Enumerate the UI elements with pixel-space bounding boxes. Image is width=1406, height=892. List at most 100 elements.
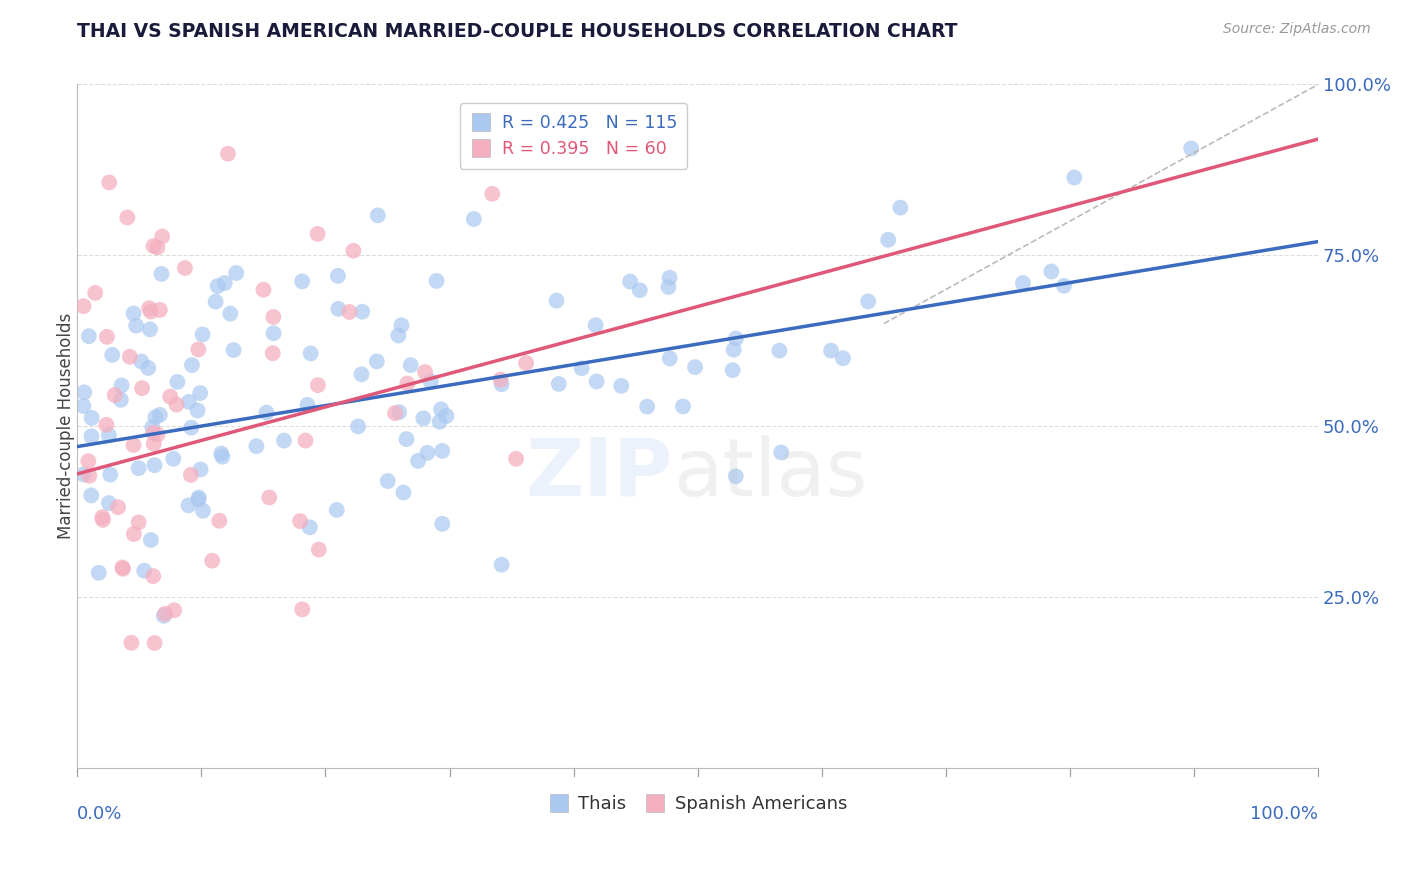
Point	[307, 227, 329, 241]
Point	[131, 381, 153, 395]
Point	[98, 176, 121, 190]
Point	[134, 564, 156, 578]
Point	[84, 285, 107, 300]
Point	[143, 636, 166, 650]
Point	[142, 436, 165, 450]
Point	[1180, 141, 1202, 155]
Point	[399, 358, 422, 372]
Point	[392, 485, 415, 500]
Point	[187, 403, 209, 417]
Point	[326, 268, 349, 283]
Point	[72, 299, 94, 313]
Point	[768, 343, 790, 358]
Point	[377, 474, 399, 488]
Point	[191, 504, 214, 518]
Point	[187, 343, 209, 357]
Point	[619, 275, 641, 289]
Point	[683, 360, 706, 375]
Point	[217, 146, 239, 161]
Point	[80, 429, 103, 443]
Point	[1012, 276, 1035, 290]
Point	[491, 377, 513, 392]
Text: Source: ZipAtlas.com: Source: ZipAtlas.com	[1223, 22, 1371, 37]
Point	[384, 406, 406, 420]
Point	[413, 365, 436, 379]
Point	[252, 283, 274, 297]
Point	[288, 514, 311, 528]
Point	[139, 322, 162, 336]
Point	[204, 294, 226, 309]
Point	[546, 293, 568, 308]
Point	[162, 451, 184, 466]
Point	[273, 434, 295, 448]
Point	[91, 510, 114, 524]
Point	[122, 306, 145, 320]
Point	[585, 318, 607, 333]
Point	[298, 520, 321, 534]
Point	[262, 310, 284, 324]
Point	[91, 513, 114, 527]
Point	[256, 406, 278, 420]
Point	[77, 454, 100, 468]
Point	[96, 330, 118, 344]
Legend: Thais, Spanish Americans: Thais, Spanish Americans	[540, 788, 855, 820]
Point	[328, 301, 350, 316]
Point	[153, 608, 176, 623]
Point	[416, 446, 439, 460]
Point	[214, 276, 236, 290]
Point	[610, 379, 633, 393]
Point	[128, 516, 150, 530]
Point	[352, 304, 374, 318]
Point	[489, 373, 512, 387]
Point	[547, 376, 569, 391]
Point	[463, 212, 485, 227]
Point	[877, 233, 900, 247]
Point	[425, 274, 447, 288]
Y-axis label: Married-couple Households: Married-couple Households	[58, 313, 75, 539]
Point	[262, 346, 284, 360]
Point	[142, 569, 165, 583]
Point	[391, 318, 413, 333]
Text: THAI VS SPANISH AMERICAN MARRIED-COUPLE HOUSEHOLDS CORRELATION CHART: THAI VS SPANISH AMERICAN MARRIED-COUPLE …	[77, 22, 957, 41]
Point	[187, 491, 209, 505]
Point	[585, 375, 607, 389]
Point	[110, 378, 132, 392]
Point	[139, 533, 162, 547]
Point	[245, 439, 267, 453]
Point	[291, 274, 314, 288]
Point	[299, 346, 322, 360]
Point	[257, 491, 280, 505]
Point	[73, 385, 96, 400]
Point	[263, 326, 285, 341]
Point	[832, 351, 855, 366]
Point	[118, 350, 141, 364]
Text: 100.0%: 100.0%	[1250, 805, 1319, 823]
Point	[307, 378, 329, 392]
Point	[180, 467, 202, 482]
Point	[636, 400, 658, 414]
Point	[122, 527, 145, 541]
Point	[491, 558, 513, 572]
Point	[434, 409, 457, 423]
Point	[107, 500, 129, 515]
Point	[337, 305, 360, 319]
Point	[723, 343, 745, 357]
Point	[395, 432, 418, 446]
Point	[721, 363, 744, 377]
Point	[430, 402, 453, 417]
Point	[481, 186, 503, 201]
Point	[856, 294, 879, 309]
Point	[142, 425, 165, 440]
Point	[138, 301, 160, 316]
Point	[1063, 170, 1085, 185]
Point	[163, 603, 186, 617]
Point	[187, 492, 209, 507]
Point	[432, 443, 454, 458]
Point	[326, 503, 349, 517]
Point	[211, 450, 233, 464]
Point	[117, 211, 139, 225]
Point	[180, 420, 202, 434]
Point	[225, 266, 247, 280]
Point	[347, 419, 370, 434]
Point	[141, 420, 163, 434]
